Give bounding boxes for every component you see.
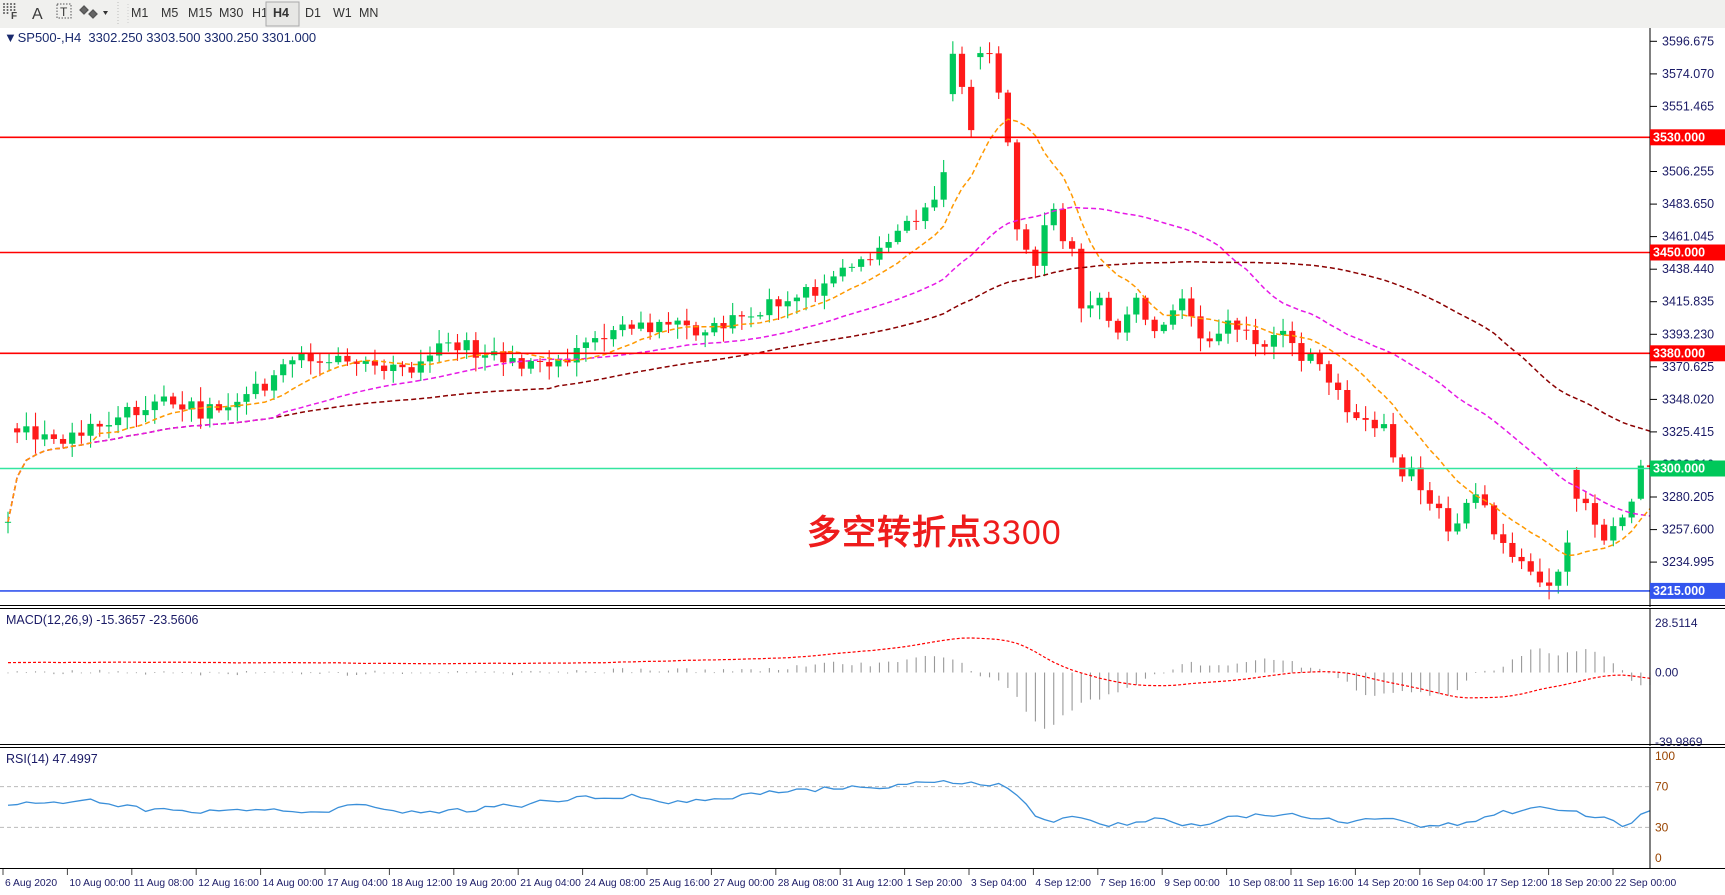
svg-text:3 Sep 04:00: 3 Sep 04:00: [971, 878, 1027, 889]
svg-text:3257.600: 3257.600: [1662, 523, 1714, 537]
svg-text:3574.070: 3574.070: [1662, 67, 1714, 81]
svg-text:21 Aug 04:00: 21 Aug 04:00: [520, 878, 581, 889]
svg-text:70: 70: [1655, 780, 1669, 794]
svg-text:3280.205: 3280.205: [1662, 490, 1714, 504]
svg-text:7 Sep 16:00: 7 Sep 16:00: [1100, 878, 1156, 889]
svg-text:RSI(14) 47.4997: RSI(14) 47.4997: [6, 752, 98, 766]
svg-text:9 Sep 00:00: 9 Sep 00:00: [1164, 878, 1220, 889]
svg-text:MN: MN: [359, 6, 378, 20]
svg-text:3461.045: 3461.045: [1662, 230, 1714, 244]
svg-text:F: F: [11, 11, 17, 22]
svg-text:3370.625: 3370.625: [1662, 360, 1714, 374]
svg-text:3234.995: 3234.995: [1662, 555, 1714, 569]
svg-text:3438.440: 3438.440: [1662, 262, 1714, 276]
svg-text:22 Sep 00:00: 22 Sep 00:00: [1615, 878, 1677, 889]
svg-text:27 Aug 00:00: 27 Aug 00:00: [713, 878, 774, 889]
svg-text:11 Aug 08:00: 11 Aug 08:00: [134, 878, 194, 889]
svg-text:3393.230: 3393.230: [1662, 327, 1714, 341]
svg-text:17 Sep 12:00: 17 Sep 12:00: [1486, 878, 1548, 889]
svg-text:0.00: 0.00: [1655, 666, 1679, 680]
svg-text:14 Aug 00:00: 14 Aug 00:00: [263, 878, 324, 889]
svg-text:16 Sep 04:00: 16 Sep 04:00: [1422, 878, 1484, 889]
svg-text:18 Aug 12:00: 18 Aug 12:00: [391, 878, 452, 889]
svg-text:25 Aug 16:00: 25 Aug 16:00: [649, 878, 710, 889]
svg-text:A: A: [32, 6, 43, 23]
svg-text:28.5114: 28.5114: [1655, 616, 1698, 630]
svg-text:4 Sep 12:00: 4 Sep 12:00: [1035, 878, 1091, 889]
svg-text:6 Aug 2020: 6 Aug 2020: [5, 878, 57, 889]
svg-text:31 Aug 12:00: 31 Aug 12:00: [842, 878, 903, 889]
svg-text:W1: W1: [333, 6, 352, 20]
svg-text:3325.415: 3325.415: [1662, 425, 1714, 439]
svg-text:3530.000: 3530.000: [1653, 130, 1705, 144]
svg-text:M15: M15: [188, 6, 212, 20]
svg-text:3506.255: 3506.255: [1662, 165, 1714, 179]
svg-text:24 Aug 08:00: 24 Aug 08:00: [585, 878, 646, 889]
svg-text:28 Aug 08:00: 28 Aug 08:00: [778, 878, 839, 889]
svg-text:3300.000: 3300.000: [1653, 462, 1705, 476]
svg-text:3450.000: 3450.000: [1653, 246, 1705, 260]
svg-text:100: 100: [1655, 749, 1675, 763]
svg-text:18 Sep 20:00: 18 Sep 20:00: [1551, 878, 1613, 889]
svg-text:M5: M5: [161, 6, 178, 20]
svg-text:14 Sep 20:00: 14 Sep 20:00: [1357, 878, 1419, 889]
svg-text:3596.675: 3596.675: [1662, 34, 1714, 48]
svg-text:D1: D1: [305, 6, 321, 20]
svg-text:17 Aug 04:00: 17 Aug 04:00: [327, 878, 388, 889]
svg-text:MACD(12,26,9) -15.3657 -23.560: MACD(12,26,9) -15.3657 -23.5606: [6, 613, 199, 627]
svg-text:M1: M1: [131, 6, 148, 20]
svg-text:3483.650: 3483.650: [1662, 197, 1714, 211]
svg-text:1 Sep 20:00: 1 Sep 20:00: [907, 878, 963, 889]
svg-text:3415.835: 3415.835: [1662, 295, 1714, 309]
svg-text:3551.465: 3551.465: [1662, 99, 1714, 113]
svg-text:12 Aug 16:00: 12 Aug 16:00: [198, 878, 259, 889]
svg-text:M30: M30: [219, 6, 243, 20]
svg-text:T: T: [60, 5, 68, 19]
svg-text:3348.020: 3348.020: [1662, 392, 1714, 406]
svg-text:19 Aug 20:00: 19 Aug 20:00: [456, 878, 517, 889]
svg-text:3215.000: 3215.000: [1653, 584, 1705, 598]
svg-text:3380.000: 3380.000: [1653, 346, 1705, 360]
svg-text:10 Aug 00:00: 10 Aug 00:00: [69, 878, 130, 889]
svg-text:H4: H4: [273, 6, 289, 20]
svg-text:11 Sep 16:00: 11 Sep 16:00: [1293, 878, 1354, 889]
svg-text:0: 0: [1655, 851, 1662, 865]
svg-text:10 Sep 08:00: 10 Sep 08:00: [1229, 878, 1291, 889]
svg-text:30: 30: [1655, 820, 1669, 834]
